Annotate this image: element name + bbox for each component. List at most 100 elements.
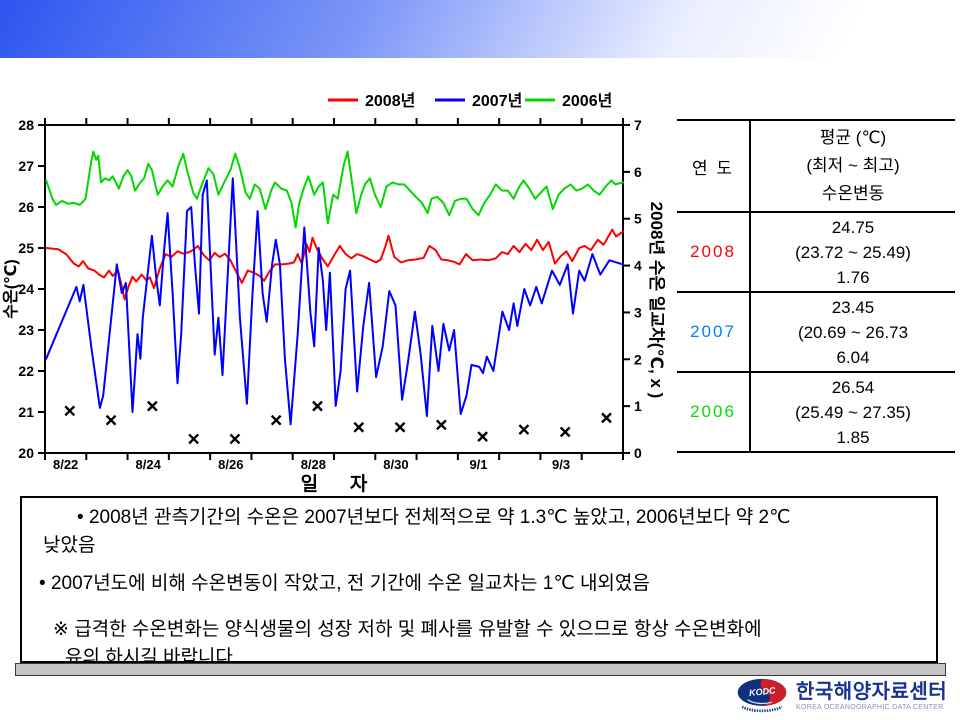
daily-range-x-marker — [146, 400, 158, 412]
y-right-tick-label: 6 — [634, 164, 642, 180]
y-right-tick-label: 4 — [634, 258, 642, 274]
x-axis-title: 일 자 — [301, 473, 368, 495]
y-right-tick-label: 0 — [634, 445, 642, 461]
daily-range-x-marker — [518, 424, 530, 435]
legend-label: 2007년 — [472, 91, 522, 110]
daily-range-x-marker — [435, 419, 447, 431]
daily-range-x-marker — [394, 421, 406, 433]
table-row-2007: 2007 23.45 (20.69 ~ 26.73 6.04 — [677, 291, 955, 371]
variation-value: 1.76 — [836, 267, 870, 287]
plot-frame — [44, 124, 624, 454]
x-tick-label: 8/22 — [53, 457, 78, 472]
y-left-tick-label: 25 — [18, 240, 34, 256]
table-header-row: 연 도 평균 (℃) (최저 ~ 최고) 수온변동 — [677, 119, 955, 211]
daily-range-x-marker — [64, 405, 76, 417]
y-right-tick-label: 2 — [634, 351, 642, 367]
range-value: (25.49 ~ 27.35) — [795, 402, 911, 422]
daily-range-x-marker — [353, 421, 365, 433]
daily-range-x-marker — [312, 400, 323, 412]
y-left-tick-label: 24 — [18, 281, 34, 297]
bullet-icon: • — [77, 507, 84, 528]
summary-table: 연 도 평균 (℃) (최저 ~ 최고) 수온변동 2008 24.75 (23… — [677, 119, 955, 453]
daily-range-x-marker — [559, 426, 571, 438]
daily-range-x-marker — [105, 414, 117, 426]
series-line-2007년 — [45, 177, 624, 426]
kodc-logo: KODC 한국해양자료센터 KOREA OCEANOGRAPHIC DATA C… — [735, 676, 947, 716]
table-header-line: 평균 (℃) — [819, 128, 887, 147]
y-right-tick-label: 1 — [634, 398, 642, 414]
note-2-line-1: • 2007년도에 비해 수온변동이 작았고, 전 기간에 수온 일교차는 1℃… — [39, 573, 650, 594]
range-value: (23.72 ~ 25.49) — [795, 242, 911, 262]
reference-mark-icon: ※ — [53, 619, 69, 640]
daily-range-x-marker — [188, 433, 199, 445]
daily-range-x-marker — [477, 431, 488, 442]
y-right-axis-title: 2008년 수온 일교차(℃, x ) — [647, 202, 665, 399]
series-line-2006년 — [45, 150, 624, 229]
notes-box: • 2008년 관측기간의 수온은 2007년보다 전체적으로 약 1.3℃ 높… — [20, 496, 938, 668]
y-left-tick-label: 20 — [18, 445, 34, 461]
footer-divider-bar — [15, 663, 946, 676]
logo-english-name: KOREA OCEANOGRAPHIC DATA CENTER — [796, 704, 944, 711]
table-header-line: 수온변동 — [821, 184, 885, 203]
y-left-axis-title: 수온(℃) — [2, 259, 20, 318]
top-banner — [0, 0, 960, 58]
year-2006-label: 2006 — [677, 373, 751, 451]
logo-korean-name: 한국해양자료센터 — [796, 681, 948, 703]
daily-range-x-marker — [353, 421, 365, 433]
x-tick-label: 8/26 — [218, 457, 243, 472]
table-header-year: 연 도 — [677, 121, 751, 211]
table-header-line: (최저 ~ 최고) — [806, 156, 900, 175]
daily-range-x-marker — [601, 412, 612, 424]
mean-value: 24.75 — [831, 217, 875, 237]
daily-range-x-marker — [601, 412, 612, 424]
bullet-icon: • — [39, 573, 46, 594]
y-right-tick-label: 7 — [634, 117, 642, 133]
series-line-2008년 — [45, 228, 624, 301]
note-3-line-2: 유의 하시길 바랍니다. — [65, 647, 239, 668]
x-tick-label: 9/3 — [552, 457, 570, 472]
range-value: (20.69 ~ 26.73 — [797, 322, 909, 342]
y-left-tick-label: 28 — [18, 117, 34, 133]
daily-range-x-marker — [229, 433, 241, 445]
daily-range-x-marker — [105, 414, 117, 426]
y-right-tick-label: 3 — [634, 304, 642, 320]
y-left-tick-label: 23 — [18, 322, 34, 338]
daily-range-x-marker — [64, 405, 76, 417]
note-3-line-1: ※ 급격한 수온변화는 양식생물의 성장 저하 및 폐사를 유발할 수 있으므로… — [53, 619, 762, 640]
legend-label: 2008년 — [365, 91, 415, 110]
variation-value: 1.85 — [836, 427, 870, 447]
y-left-tick-label: 27 — [18, 158, 34, 174]
mean-value: 23.45 — [831, 297, 875, 317]
x-tick-label: 9/1 — [469, 457, 487, 472]
daily-range-x-marker — [270, 414, 282, 426]
y-left-tick-label: 21 — [18, 404, 34, 420]
x-tick-label: 8/30 — [383, 457, 408, 472]
daily-range-x-marker — [312, 400, 323, 412]
daily-range-x-marker — [477, 431, 488, 442]
daily-range-x-marker — [394, 421, 406, 433]
svg-text:KODC: KODC — [749, 685, 777, 698]
note-1-line-2: 낮았음 — [43, 535, 96, 556]
legend-label: 2006년 — [562, 91, 612, 110]
y-left-tick-label: 26 — [18, 199, 34, 215]
daily-range-x-marker — [146, 400, 158, 412]
table-row-2006: 2006 26.54 (25.49 ~ 27.35) 1.85 — [677, 371, 955, 453]
mean-value: 26.54 — [831, 377, 875, 397]
daily-range-x-marker — [229, 433, 241, 445]
x-tick-label: 8/28 — [301, 457, 326, 472]
x-tick-label: 8/24 — [136, 457, 162, 472]
daily-range-x-marker — [188, 433, 199, 445]
year-2007-label: 2007 — [677, 293, 751, 371]
y-left-tick-label: 22 — [18, 363, 34, 379]
daily-range-x-marker — [435, 419, 447, 431]
table-row-2008: 2008 24.75 (23.72 ~ 25.49) 1.76 — [677, 211, 955, 291]
daily-range-x-marker — [270, 414, 282, 426]
year-2008-label: 2008 — [677, 213, 751, 291]
daily-range-x-marker — [518, 424, 530, 435]
daily-range-x-marker — [559, 426, 571, 438]
variation-value: 6.04 — [836, 347, 870, 367]
kodc-emblem-icon: KODC — [737, 678, 787, 713]
y-right-tick-label: 5 — [634, 211, 642, 227]
